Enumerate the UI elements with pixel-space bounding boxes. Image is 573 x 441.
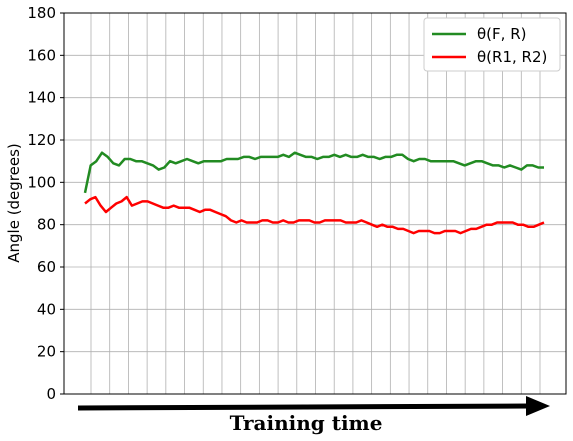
series-line-1 (83, 151, 544, 194)
legend-label-series-2: θ(R1, R2) (477, 48, 547, 66)
legend: θ(F, R) θ(R1, R2) (423, 17, 561, 72)
series-lines (83, 151, 545, 235)
y-tick-label: 20 (37, 343, 56, 361)
y-tick-label: 180 (27, 4, 56, 22)
y-tick-label: 140 (27, 89, 56, 107)
y-tick-label: 120 (27, 131, 56, 149)
legend-label-series-1: θ(F, R) (477, 25, 526, 43)
plot-area (64, 13, 566, 394)
y-tick-label: 0 (46, 385, 56, 403)
y-tick-labels: 0 20 40 60 80 100 120 140 160 180 (27, 4, 64, 403)
y-tick-label: 60 (37, 258, 56, 276)
arrow-shaft (77, 403, 531, 411)
y-tick-label: 40 (37, 300, 56, 318)
x-axis-title: Training time (230, 411, 383, 435)
y-tick-label: 160 (27, 46, 56, 64)
arrow-head (526, 396, 550, 416)
y-tick-label: 100 (27, 173, 56, 191)
plot-frame (63, 12, 567, 395)
series-line-2 (84, 195, 545, 235)
y-tick-label: 80 (37, 216, 56, 234)
training-time-arrow (77, 396, 550, 416)
y-axis-title: Angle (degrees) (5, 143, 23, 263)
